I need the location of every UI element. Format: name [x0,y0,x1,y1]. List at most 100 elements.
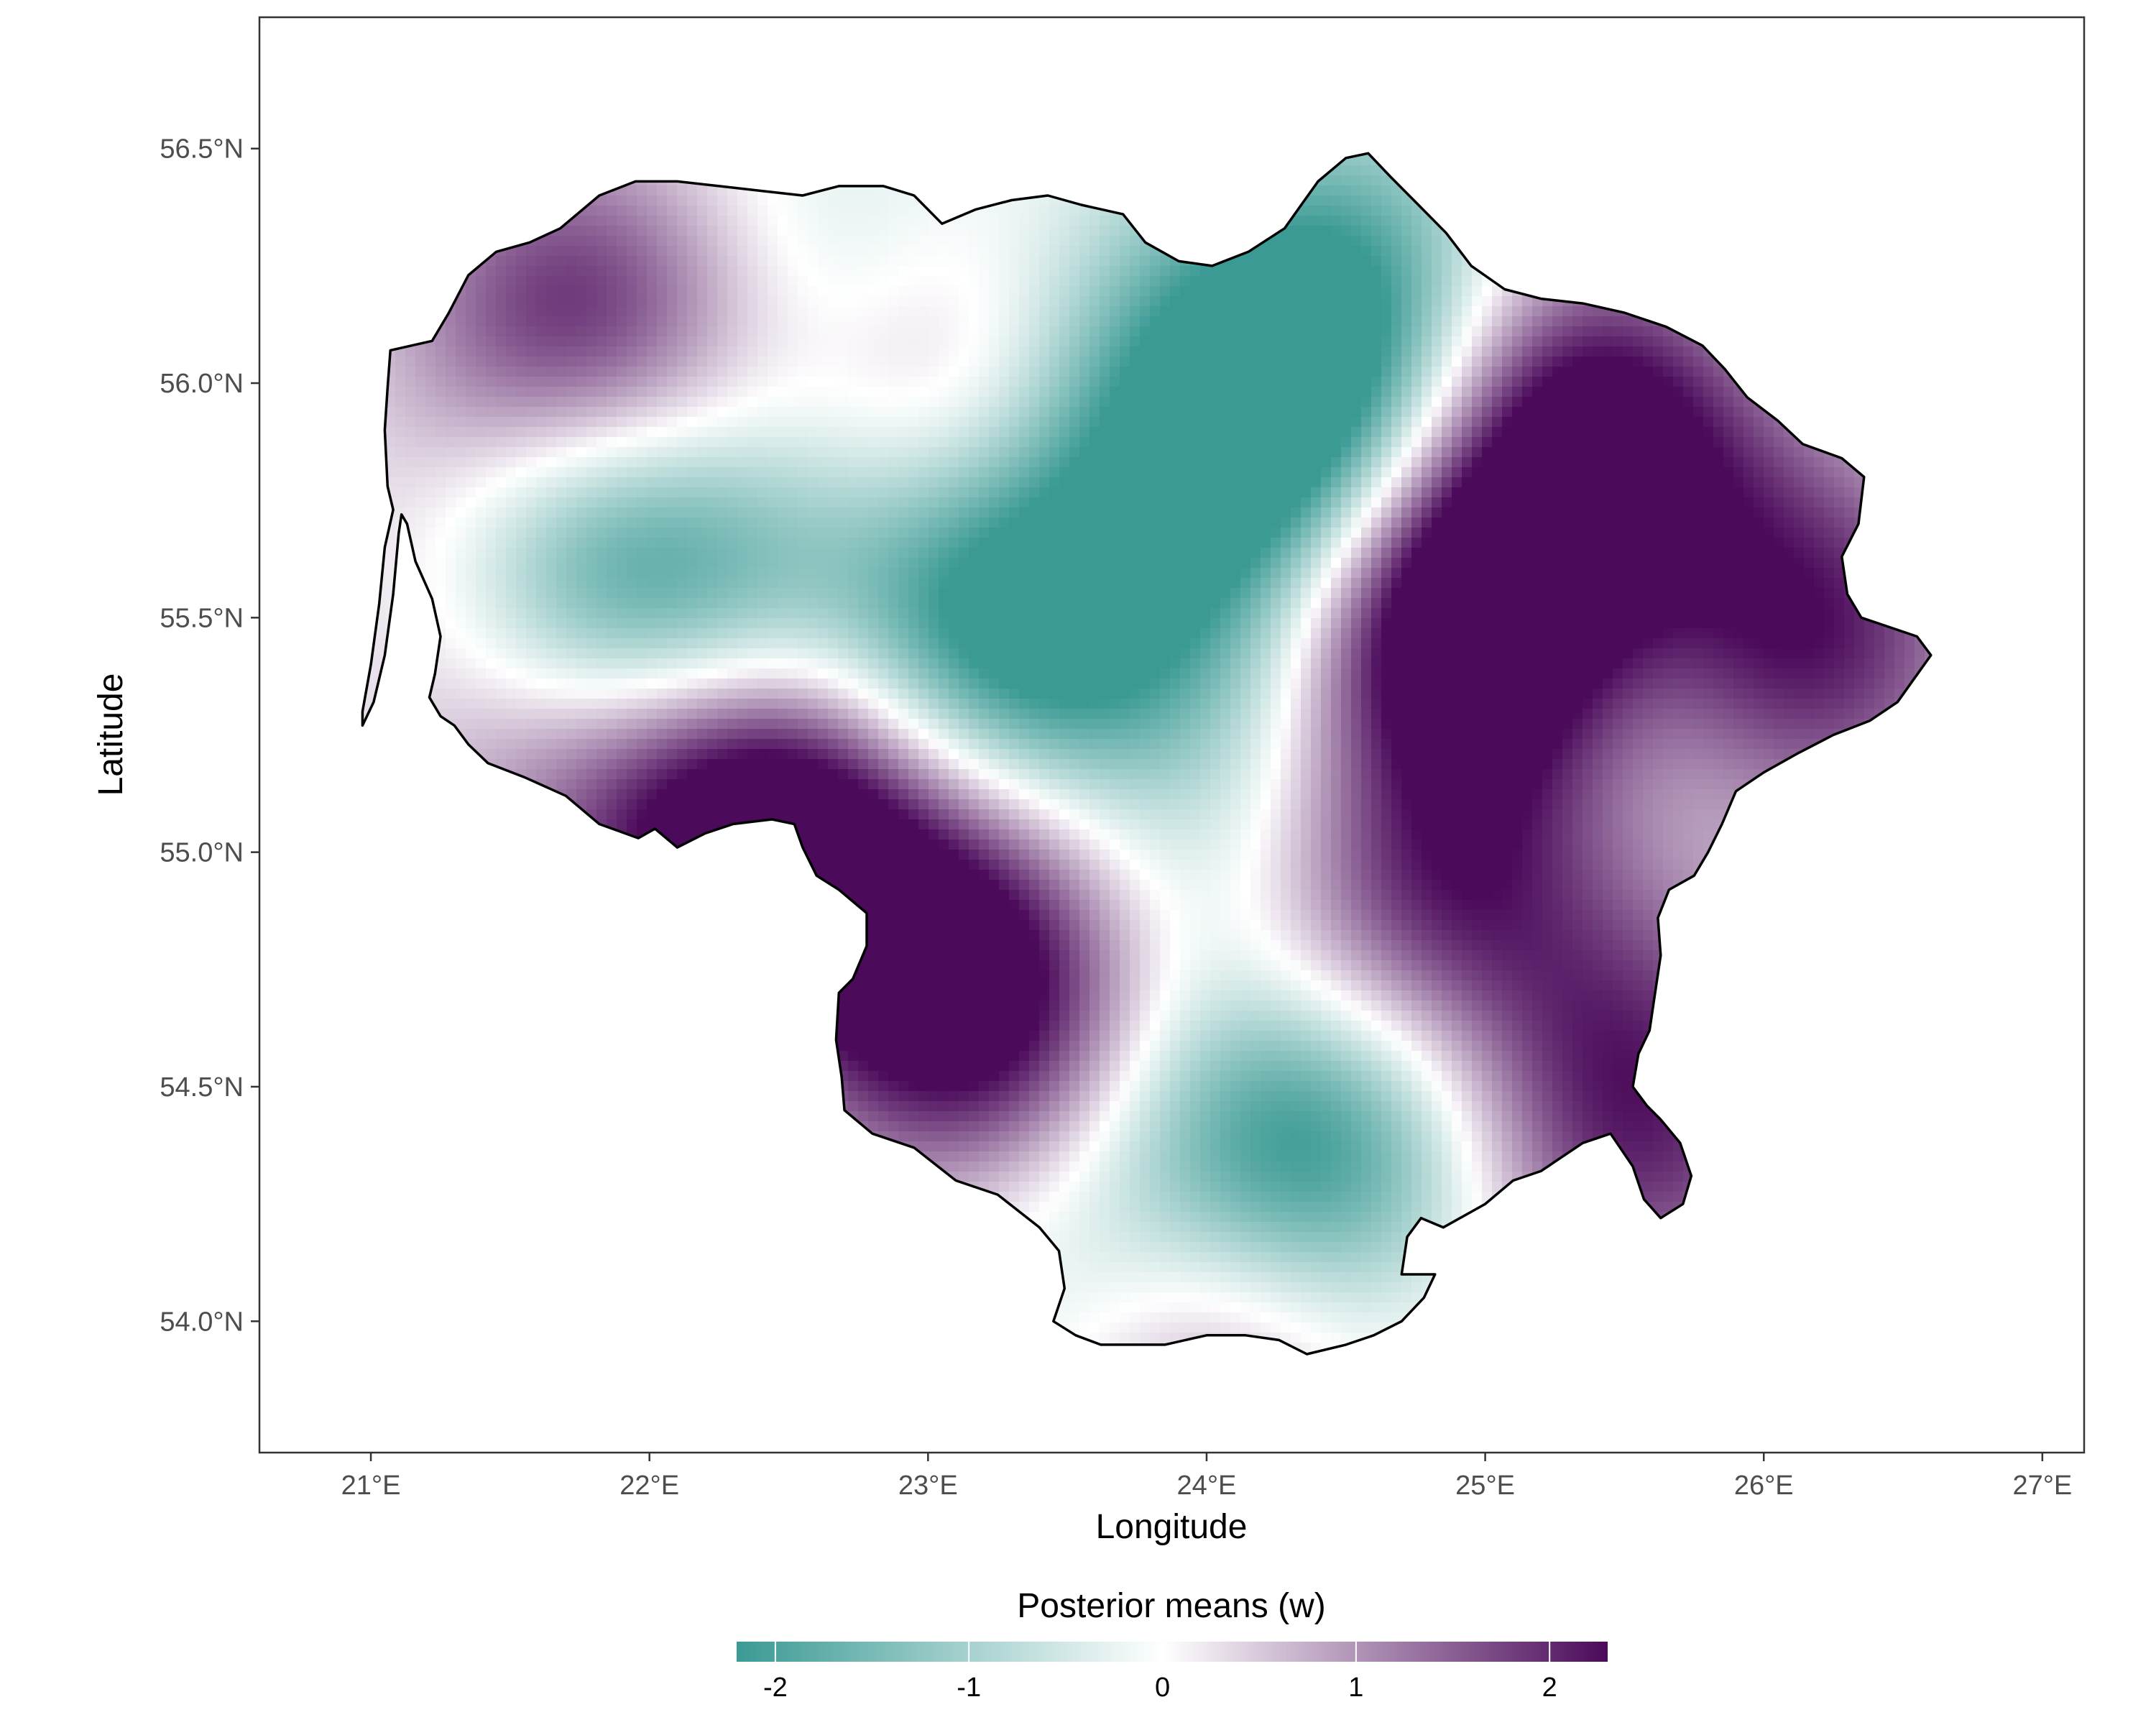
field-cell [1462,306,1473,317]
field-cell [1442,266,1452,277]
field-cell [788,417,798,428]
field-cell [1019,236,1030,247]
field-cell [1361,316,1372,327]
field-cell [697,196,708,206]
field-cell [1079,387,1090,397]
field-cell [617,196,627,206]
field-cell [1512,356,1523,367]
field-cell [818,246,829,257]
field-cell [1331,256,1342,267]
field-cell [1170,316,1181,327]
field-cell [1210,266,1221,277]
field-cell [1220,417,1231,428]
field-cell [1210,296,1221,307]
field-cell [1100,356,1110,367]
field-cell [1261,346,1271,357]
field-cell [516,246,527,257]
field-cell [939,377,949,387]
field-cell [808,377,819,387]
field-cell [1512,306,1523,317]
field-cell [898,216,909,226]
field-cell [757,226,768,236]
field-cell [1200,296,1211,307]
field-cell [1401,296,1412,307]
field-cell [888,326,899,337]
field-cell [888,276,899,287]
field-cell [687,367,698,377]
field-cell [536,296,547,307]
field-cell [1361,286,1372,297]
field-cell [808,316,819,327]
field-cell [778,286,788,297]
field-cell [1361,326,1372,337]
field-cell [757,387,768,397]
field-cell [1311,417,1322,428]
field-cell [1341,346,1352,357]
field-cell [576,306,587,317]
field-cell [1180,417,1191,428]
field-cell [596,256,607,267]
field-cell [506,296,517,307]
field-cell [1562,407,1573,418]
field-cell [1059,236,1070,247]
field-cell [1623,407,1634,418]
field-cell [617,216,627,226]
field-cell [858,266,869,277]
field-cell [989,397,1000,408]
field-cell [1240,266,1251,277]
field-cell [647,266,658,277]
field-cell [647,236,658,247]
field-cell [1180,316,1191,327]
field-cell [888,387,899,397]
field-cell [1391,346,1402,357]
field-cell [466,407,476,418]
field-cell [818,316,829,327]
field-cell [908,236,919,247]
field-cell [1079,256,1090,267]
field-cell [1522,296,1533,307]
field-cell [596,226,607,236]
field-cell [737,336,748,347]
field-cell [1261,336,1271,347]
field-cell [727,387,738,397]
field-cell [466,367,476,377]
field-cell [627,246,637,257]
field-cell [737,356,748,367]
field-cell [929,276,939,287]
field-cell [717,387,728,397]
field-cell [1170,387,1181,397]
field-cell [1401,367,1412,377]
field-cell [1059,367,1070,377]
field-cell [1351,276,1362,287]
field-cell [1140,407,1151,418]
field-cell [1230,336,1241,347]
field-cell [999,296,1010,307]
field-cell [778,417,788,428]
field-cell [596,286,607,297]
field-cell [1140,417,1151,428]
field-cell [546,377,557,387]
field-cell [1341,256,1352,267]
field-cell [566,306,577,317]
field-cell [1291,367,1302,377]
field-cell [999,346,1010,357]
field-cell [586,367,597,377]
field-cell [576,367,587,377]
field-cell [1301,387,1312,397]
field-cell [1351,326,1362,337]
field-cell [717,226,728,236]
field-cell [1683,407,1694,418]
field-cell [747,306,758,317]
field-cell [818,367,829,377]
field-cell [1603,397,1613,408]
field-cell [1100,236,1110,247]
field-cell [1391,407,1402,418]
field-cell [466,326,476,337]
field-cell [576,427,587,438]
field-cell [1150,266,1161,277]
field-cell [1452,356,1462,367]
field-cell [999,367,1010,377]
field-cell [999,306,1010,317]
field-cell [1562,367,1573,377]
field-cell [918,377,929,387]
